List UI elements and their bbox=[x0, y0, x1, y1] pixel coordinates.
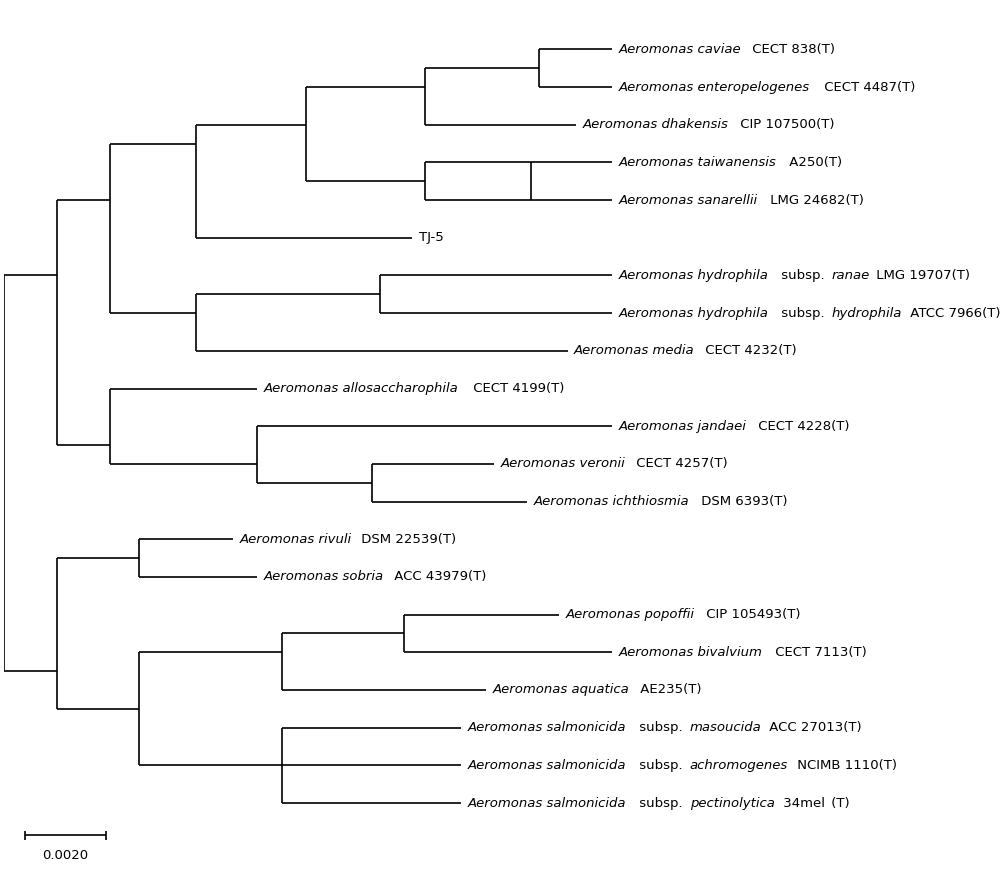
Text: 34mel: 34mel bbox=[779, 796, 825, 809]
Text: LMG 24682(T): LMG 24682(T) bbox=[766, 193, 863, 206]
Text: CECT 4232(T): CECT 4232(T) bbox=[701, 345, 797, 357]
Text: NCIMB 1110(T): NCIMB 1110(T) bbox=[793, 759, 897, 772]
Text: Aeromonas salmonicida: Aeromonas salmonicida bbox=[468, 721, 626, 734]
Text: ACC 43979(T): ACC 43979(T) bbox=[390, 570, 487, 584]
Text: Aeromonas caviae: Aeromonas caviae bbox=[619, 43, 742, 56]
Text: Aeromonas taiwanensis: Aeromonas taiwanensis bbox=[619, 156, 777, 169]
Text: subsp.: subsp. bbox=[635, 721, 687, 734]
Text: DSM 22539(T): DSM 22539(T) bbox=[357, 533, 457, 546]
Text: Aeromonas bivalvium: Aeromonas bivalvium bbox=[619, 646, 763, 659]
Text: ACC 27013(T): ACC 27013(T) bbox=[765, 721, 862, 734]
Text: achromogenes: achromogenes bbox=[690, 759, 788, 772]
Text: CECT 4199(T): CECT 4199(T) bbox=[469, 382, 564, 395]
Text: Aeromonas rivuli: Aeromonas rivuli bbox=[239, 533, 351, 546]
Text: Aeromonas ichthiosmia: Aeromonas ichthiosmia bbox=[533, 495, 689, 508]
Text: Aeromonas sobria: Aeromonas sobria bbox=[264, 570, 384, 584]
Text: CECT 838(T): CECT 838(T) bbox=[748, 43, 835, 56]
Text: Aeromonas dhakensis: Aeromonas dhakensis bbox=[582, 118, 728, 131]
Text: 0.0020: 0.0020 bbox=[42, 850, 88, 863]
Text: Aeromonas veronii: Aeromonas veronii bbox=[501, 458, 625, 471]
Text: TJ-5: TJ-5 bbox=[419, 231, 444, 244]
Text: Aeromonas media: Aeromonas media bbox=[574, 345, 695, 357]
Text: DSM 6393(T): DSM 6393(T) bbox=[697, 495, 788, 508]
Text: Aeromonas salmonicida: Aeromonas salmonicida bbox=[468, 759, 626, 772]
Text: Aeromonas enteropelogenes: Aeromonas enteropelogenes bbox=[619, 80, 810, 94]
Text: subsp.: subsp. bbox=[635, 759, 687, 772]
Text: Aeromonas allosaccharophila: Aeromonas allosaccharophila bbox=[264, 382, 459, 395]
Text: AE235(T): AE235(T) bbox=[636, 683, 702, 696]
Text: (T): (T) bbox=[827, 796, 850, 809]
Text: Aeromonas hydrophila: Aeromonas hydrophila bbox=[619, 269, 769, 282]
Text: subsp.: subsp. bbox=[635, 796, 687, 809]
Text: A250(T): A250(T) bbox=[785, 156, 842, 169]
Text: ATCC 7966(T): ATCC 7966(T) bbox=[906, 306, 1000, 319]
Text: Aeromonas sanarellii: Aeromonas sanarellii bbox=[619, 193, 758, 206]
Text: Aeromonas aquatica: Aeromonas aquatica bbox=[492, 683, 629, 696]
Text: CECT 7113(T): CECT 7113(T) bbox=[771, 646, 866, 659]
Text: Aeromonas salmonicida: Aeromonas salmonicida bbox=[468, 796, 626, 809]
Text: pectinolytica: pectinolytica bbox=[690, 796, 774, 809]
Text: LMG 19707(T): LMG 19707(T) bbox=[872, 269, 970, 282]
Text: CIP 105493(T): CIP 105493(T) bbox=[702, 608, 800, 621]
Text: Aeromonas jandaei: Aeromonas jandaei bbox=[619, 420, 747, 433]
Text: CECT 4228(T): CECT 4228(T) bbox=[754, 420, 849, 433]
Text: CECT 4487(T): CECT 4487(T) bbox=[820, 80, 916, 94]
Text: masoucida: masoucida bbox=[690, 721, 761, 734]
Text: Aeromonas popoffii: Aeromonas popoffii bbox=[566, 608, 695, 621]
Text: hydrophila: hydrophila bbox=[832, 306, 902, 319]
Text: Aeromonas hydrophila: Aeromonas hydrophila bbox=[619, 306, 769, 319]
Text: ranae: ranae bbox=[832, 269, 870, 282]
Text: subsp.: subsp. bbox=[777, 306, 829, 319]
Text: CECT 4257(T): CECT 4257(T) bbox=[632, 458, 728, 471]
Text: CIP 107500(T): CIP 107500(T) bbox=[736, 118, 834, 131]
Text: subsp.: subsp. bbox=[777, 269, 829, 282]
